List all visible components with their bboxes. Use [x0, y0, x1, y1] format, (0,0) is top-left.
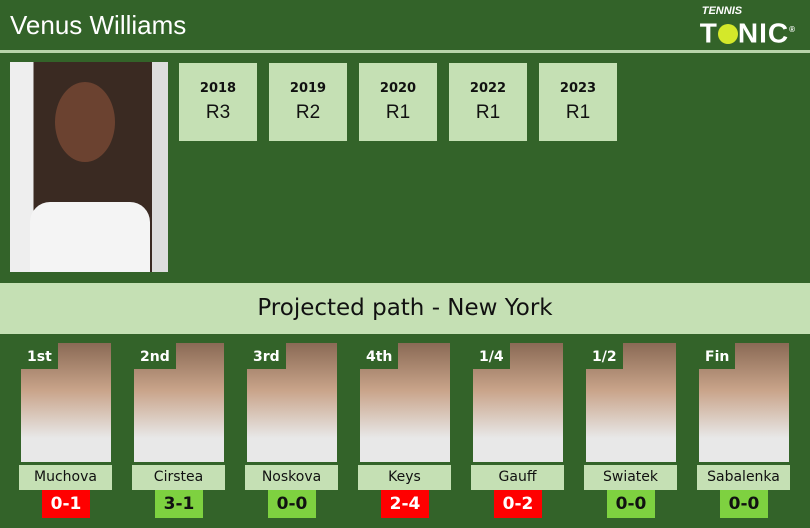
opponent-name: Swiatek [584, 465, 677, 490]
history-result: R1 [385, 102, 411, 123]
history-result: R2 [295, 102, 321, 123]
opponent-name: Noskova [245, 465, 338, 490]
header-divider [0, 50, 810, 53]
registered-mark: ® [789, 25, 796, 34]
head-to-head-record: 0-0 [720, 490, 768, 518]
projected-path-title: Projected path - New York [0, 283, 810, 334]
round-label: Fin [699, 343, 736, 369]
history-card-2020: 2020 R1 [359, 63, 437, 141]
opponent-muchova[interactable]: 1st Muchova 0-1 [19, 343, 114, 523]
history-result: R3 [205, 102, 231, 123]
opponent-name: Keys [358, 465, 451, 490]
history-year: 2019 [289, 81, 327, 96]
head-to-head-record: 0-2 [494, 490, 542, 518]
head-to-head-record: 0-0 [268, 490, 316, 518]
opponent-name: Gauff [471, 465, 564, 490]
round-label: 2nd [134, 343, 176, 369]
round-label: 3rd [247, 343, 286, 369]
head-to-head-record: 0-0 [607, 490, 655, 518]
round-label: 1/2 [586, 343, 623, 369]
head-to-head-record: 2-4 [381, 490, 429, 518]
history-result: R1 [565, 102, 591, 123]
player-photo [10, 62, 168, 272]
player-name: Venus Williams [10, 10, 187, 40]
history-card-2019: 2019 R2 [269, 63, 347, 141]
opponent-sabalenka[interactable]: Fin Sabalenka 0-0 [697, 343, 792, 523]
history-year: 2020 [379, 81, 417, 96]
opponent-noskova[interactable]: 3rd Noskova 0-0 [245, 343, 340, 523]
opponent-name: Cirstea [132, 465, 225, 490]
opponent-name: Sabalenka [697, 465, 790, 490]
opponent-name: Muchova [19, 465, 112, 490]
history-year: 2018 [199, 81, 237, 96]
tennis-tonic-logo[interactable]: TENNIS T NIC® [699, 5, 796, 49]
tennis-ball-icon [717, 24, 738, 45]
history-card-2023: 2023 R1 [539, 63, 617, 141]
opponent-keys[interactable]: 4th Keys 2-4 [358, 343, 453, 523]
round-label: 1/4 [473, 343, 510, 369]
history-result: R1 [475, 102, 501, 123]
logo-text-small: TENNIS [701, 5, 743, 17]
head-to-head-record: 3-1 [155, 490, 203, 518]
opponent-cirstea[interactable]: 2nd Cirstea 3-1 [132, 343, 227, 523]
logo-t: T [699, 17, 718, 49]
opponent-gauff[interactable]: 1/4 Gauff 0-2 [471, 343, 566, 523]
head-to-head-record: 0-1 [42, 490, 90, 518]
history-card-2018: 2018 R3 [179, 63, 257, 141]
history-year: 2022 [469, 81, 507, 96]
round-label: 1st [21, 343, 58, 369]
history-year: 2023 [559, 81, 597, 96]
opponent-swiatek[interactable]: 1/2 Swiatek 0-0 [584, 343, 679, 523]
logo-nic: NIC [737, 17, 790, 49]
history-card-2022: 2022 R1 [449, 63, 527, 141]
round-label: 4th [360, 343, 399, 369]
